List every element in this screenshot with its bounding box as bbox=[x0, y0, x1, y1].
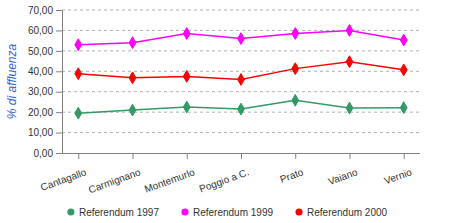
y-tick-mark bbox=[56, 153, 62, 154]
y-tick-label: 30,00 bbox=[28, 86, 53, 97]
y-tick-mark bbox=[56, 71, 62, 72]
series-marker bbox=[238, 33, 245, 45]
y-tick: 30,00 bbox=[28, 86, 62, 97]
series-marker bbox=[129, 37, 136, 49]
series-marker bbox=[238, 74, 245, 86]
y-tick-label: 70,00 bbox=[28, 5, 53, 16]
series-marker bbox=[400, 64, 407, 76]
grid-line bbox=[62, 91, 420, 92]
y-tick-label: 40,00 bbox=[28, 66, 53, 77]
y-tick: 40,00 bbox=[28, 66, 62, 77]
x-tick-mark bbox=[187, 153, 188, 159]
y-tick-label: 60,00 bbox=[28, 25, 53, 36]
grid-line bbox=[62, 132, 420, 133]
x-tick: Montemurlo bbox=[143, 153, 197, 195]
x-axis: CantagalloCarmignanoMontemurloPoggio a C… bbox=[39, 153, 420, 195]
y-tick: 50,00 bbox=[28, 46, 62, 57]
y-tick: 60,00 bbox=[28, 25, 62, 36]
legend-symbol bbox=[295, 208, 302, 215]
x-tick-mark bbox=[241, 153, 242, 159]
legend-item: Referendum 2000 bbox=[295, 207, 387, 218]
series-marker bbox=[129, 104, 136, 116]
grid-line bbox=[62, 10, 420, 11]
grid bbox=[62, 10, 420, 133]
y-tick-mark bbox=[56, 112, 62, 113]
x-tick: Prato bbox=[278, 153, 305, 185]
x-tick: Vaiano bbox=[327, 153, 360, 187]
series-marker bbox=[400, 102, 407, 114]
x-tick: Poggio a C. bbox=[198, 153, 251, 195]
x-tick-label: Carmignano bbox=[87, 166, 142, 195]
plot-area bbox=[75, 25, 407, 120]
x-tick-mark bbox=[78, 153, 79, 159]
legend-item: Referendum 1997 bbox=[67, 207, 159, 218]
legend-label: Referendum 1999 bbox=[193, 207, 273, 218]
series-marker bbox=[129, 72, 136, 84]
series-marker bbox=[238, 103, 245, 115]
x-tick-mark bbox=[295, 153, 296, 159]
y-tick: 70,00 bbox=[28, 5, 62, 16]
y-tick: 20,00 bbox=[28, 107, 62, 118]
grid-line bbox=[62, 71, 420, 72]
x-tick-mark bbox=[349, 153, 350, 159]
y-tick: 0,00 bbox=[34, 148, 62, 159]
y-tick-mark bbox=[56, 51, 62, 52]
y-tick-mark bbox=[56, 10, 62, 11]
y-axis-line bbox=[62, 11, 63, 154]
series-marker bbox=[183, 71, 190, 83]
series-marker bbox=[75, 39, 82, 51]
legend-symbol bbox=[67, 208, 74, 215]
y-tick-label: 20,00 bbox=[28, 107, 53, 118]
grid-line bbox=[62, 30, 420, 31]
x-tick: Cantagallo bbox=[39, 153, 88, 193]
x-tick: Carmignano bbox=[87, 153, 142, 195]
series-marker bbox=[292, 28, 299, 40]
y-axis-title: % di affluenza bbox=[5, 43, 19, 119]
y-tick-label: 10,00 bbox=[28, 127, 53, 138]
series-marker bbox=[292, 63, 299, 75]
series-marker bbox=[183, 28, 190, 40]
series-marker bbox=[75, 68, 82, 80]
series-marker bbox=[346, 56, 353, 68]
x-tick-label: Vaiano bbox=[327, 166, 360, 187]
y-tick-mark bbox=[56, 133, 62, 134]
x-tick: Vernio bbox=[383, 153, 414, 186]
y-axis: 0,00 10,00 20,00 30,00 40,00 50,00 60,00 70,00 bbox=[28, 5, 63, 159]
legend-item: Referendum 1999 bbox=[181, 207, 273, 218]
y-tick-label: 0,00 bbox=[34, 148, 54, 159]
y-tick: 10,00 bbox=[28, 127, 62, 138]
x-tick-label: Prato bbox=[278, 166, 305, 185]
x-tick-label: Vernio bbox=[383, 166, 414, 186]
series-marker bbox=[400, 34, 407, 46]
chart: 0,00 10,00 20,00 30,00 40,00 50,00 60,00 70,00 C… bbox=[0, 0, 450, 223]
x-tick-label: Cantagallo bbox=[39, 166, 88, 193]
series-marker bbox=[292, 94, 299, 106]
series-marker bbox=[346, 102, 353, 114]
series-marker bbox=[183, 101, 190, 113]
x-tick-label: Poggio a C. bbox=[198, 166, 251, 194]
y-tick-mark bbox=[56, 92, 62, 93]
y-tick-label: 50,00 bbox=[28, 46, 53, 57]
series-marker bbox=[75, 107, 82, 119]
x-tick-label: Montemurlo bbox=[143, 166, 197, 195]
x-tick-mark bbox=[404, 153, 405, 159]
grid-line bbox=[62, 50, 420, 51]
series-marker bbox=[346, 25, 353, 37]
series-line bbox=[78, 30, 403, 44]
y-tick-mark bbox=[56, 30, 62, 31]
legend: Referendum 1997 Referendum 1999 Referendum… bbox=[67, 207, 387, 218]
legend-label: Referendum 2000 bbox=[307, 207, 387, 218]
legend-symbol bbox=[181, 208, 188, 215]
legend-label: Referendum 1997 bbox=[79, 207, 159, 218]
x-tick-mark bbox=[133, 153, 134, 159]
